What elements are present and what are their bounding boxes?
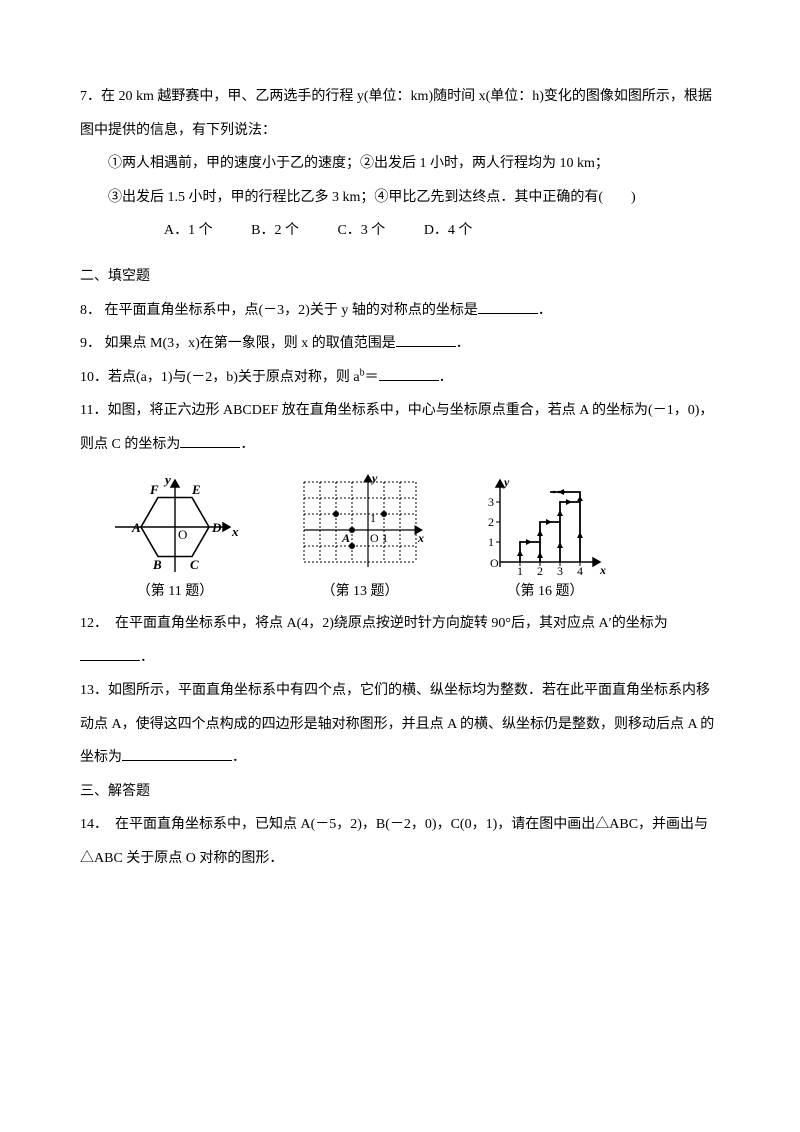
q7-cond2: ③出发后 1.5 小时，甲的行程比乙多 3 km；④甲比乙先到达终点．其中正确的… <box>80 181 720 215</box>
fig13-caption: （第 13 题） <box>290 581 430 603</box>
svg-text:C: C <box>190 557 199 572</box>
q7-cond1: ①两人相遇前，甲的速度小于乙的速度；②出发后 1 小时，两人行程均为 10 km… <box>80 147 720 181</box>
fig13: A O 1 1 x y （第 13 题） <box>290 472 430 603</box>
svg-text:1: 1 <box>370 511 376 525</box>
q10: 10．若点(a，1)与(－2，b)关于原点对称，则 ab＝． <box>80 361 720 395</box>
svg-text:E: E <box>191 482 201 497</box>
q7-stem: 7．在 20 km 越野赛中，甲、乙两选手的行程 y(单位：km)随时间 x(单… <box>80 80 720 147</box>
q11-text: 11．如图，将正六边形 ABCDEF 放在直角坐标系中，中心与坐标原点重合，若点… <box>80 403 713 452</box>
q10-eq: ＝ <box>365 370 379 385</box>
svg-text:O: O <box>178 527 187 542</box>
q12-blank <box>80 646 140 661</box>
svg-text:y: y <box>502 475 510 489</box>
q12-end: ． <box>140 650 154 665</box>
q10-text: 10．若点(a，1)与(－2，b)关于原点对称，则 a <box>80 370 360 385</box>
q9-text: 9． 如果点 M(3，x)在第一象限，则 x 的取值范围是 <box>80 336 396 351</box>
svg-text:A: A <box>131 520 141 535</box>
q8-blank <box>478 299 538 314</box>
svg-text:1: 1 <box>382 531 388 545</box>
q7-optC: C．3 个 <box>337 223 385 238</box>
q8-text: 8． 在平面直角坐标系中，点(－3，2)关于 y 轴的对称点的坐标是 <box>80 303 478 318</box>
fig16: O 1 2 3 4 1 2 3 x y （第 16 题） <box>480 472 610 603</box>
q8-end: ． <box>538 303 552 318</box>
section-3-title: 三、解答题 <box>80 775 720 809</box>
svg-text:y: y <box>370 472 378 485</box>
q10-end: ． <box>439 370 453 385</box>
q7-optD: D．4 个 <box>424 223 473 238</box>
svg-text:3: 3 <box>488 495 494 509</box>
q8: 8． 在平面直角坐标系中，点(－3，2)关于 y 轴的对称点的坐标是 ． <box>80 294 720 328</box>
q13: 13．如图所示，平面直角坐标系中有四个点，它们的横、纵坐标均为整数．若在此平面直… <box>80 674 720 775</box>
fig11: A B C D E F O x y （第 11 题） <box>110 472 240 603</box>
fig11-caption: （第 11 题） <box>110 581 240 603</box>
q11-blank <box>180 433 240 448</box>
q7-options: A．1 个 B．2 个 C．3 个 D．4 个 <box>80 214 720 248</box>
fig16-caption: （第 16 题） <box>480 581 610 603</box>
section-2-title: 二、填空题 <box>80 260 720 294</box>
svg-text:2: 2 <box>537 564 543 577</box>
q12: 12． 在平面直角坐标系中，将点 A(4，2)绕原点按逆时针方向旋转 90°后，… <box>80 607 720 674</box>
svg-text:D: D <box>211 520 222 535</box>
svg-text:O: O <box>490 556 499 570</box>
q9-blank <box>396 332 456 347</box>
q11-end: ． <box>240 437 254 452</box>
q13-end: ． <box>232 750 246 765</box>
q7-optA: A．1 个 <box>164 223 213 238</box>
q10-blank <box>379 366 439 381</box>
q7-optB: B．2 个 <box>251 223 299 238</box>
svg-text:O: O <box>370 531 379 545</box>
q9-end: ． <box>456 336 470 351</box>
svg-text:1: 1 <box>488 535 494 549</box>
svg-text:3: 3 <box>557 564 563 577</box>
svg-text:x: x <box>231 524 239 539</box>
svg-text:x: x <box>417 531 424 545</box>
q11: 11．如图，将正六边形 ABCDEF 放在直角坐标系中，中心与坐标原点重合，若点… <box>80 394 720 461</box>
svg-text:2: 2 <box>488 515 494 529</box>
svg-text:F: F <box>149 482 159 497</box>
svg-text:A: A <box>341 531 350 545</box>
svg-text:y: y <box>163 472 171 487</box>
q9: 9． 如果点 M(3，x)在第一象限，则 x 的取值范围是 ． <box>80 327 720 361</box>
q13-blank <box>122 746 232 761</box>
svg-text:x: x <box>599 563 606 577</box>
q14: 14． 在平面直角坐标系中，已知点 A(－5，2)，B(－2，0)，C(0，1)… <box>80 808 720 875</box>
q12-text: 12． 在平面直角坐标系中，将点 A(4，2)绕原点按逆时针方向旋转 90°后，… <box>80 616 668 631</box>
svg-text:B: B <box>152 557 162 572</box>
svg-text:4: 4 <box>577 564 583 577</box>
svg-text:1: 1 <box>517 564 523 577</box>
figure-row: A B C D E F O x y （第 11 题） <box>110 472 720 603</box>
